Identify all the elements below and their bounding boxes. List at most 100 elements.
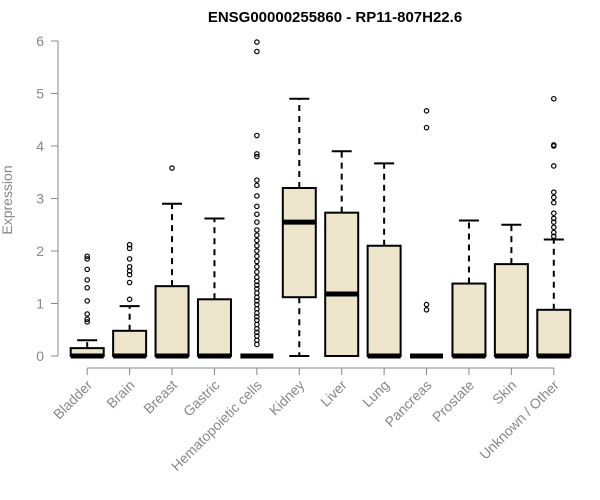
outlier-point: [126, 296, 133, 303]
iqr-box: [281, 187, 317, 299]
outlier-point: [84, 319, 91, 325]
outlier-point: [550, 210, 557, 217]
x-tick-label: Prostate: [429, 377, 477, 425]
outlier-point: [84, 311, 91, 317]
outlier-point: [254, 253, 260, 260]
outlier-point: [254, 153, 260, 160]
x-tick-label: Skin: [489, 377, 520, 408]
outlier-point: [84, 256, 91, 262]
iqr-box: [451, 282, 487, 357]
outlier-point: [550, 194, 557, 201]
outlier-point: [126, 268, 133, 274]
box-unknown-other: [536, 95, 572, 359]
outlier-point: [254, 132, 260, 139]
iqr-box: [536, 308, 572, 357]
outlier-point: [254, 48, 260, 55]
box-series: [69, 39, 572, 359]
outlier-point: [254, 294, 260, 301]
x-tick-label: Unknown / Other: [476, 377, 562, 463]
x-tick-label: Liver: [317, 377, 350, 410]
box-liver: [324, 150, 360, 357]
outlier-point: [84, 316, 91, 323]
box-lung: [366, 162, 402, 359]
x-tick-label: Lung: [359, 377, 392, 410]
box-hematopoietic-cells: [240, 39, 274, 359]
outlier-point: [254, 151, 260, 157]
outlier-point: [254, 177, 260, 183]
outlier-point: [254, 242, 260, 249]
box-gastric: [196, 217, 232, 359]
x-tick-label: Brain: [103, 377, 137, 411]
box-breast: [154, 165, 190, 359]
iqr-box: [366, 244, 402, 357]
outlier-point: [254, 263, 260, 270]
outlier-point: [254, 203, 260, 210]
outlier-point: [550, 219, 557, 225]
outlier-point: [84, 277, 91, 283]
x-tick-label: Pancreas: [382, 377, 435, 430]
outlier-point: [254, 258, 260, 265]
y-tick-label: 2: [36, 243, 44, 259]
outlier-point: [254, 298, 260, 304]
outlier-point: [423, 301, 430, 308]
outlier-point: [550, 224, 557, 231]
outlier-point: [84, 284, 91, 291]
box-kidney: [281, 97, 317, 357]
outlier-point: [254, 182, 260, 189]
outlier-point: [254, 269, 260, 275]
chart-title: ENSG00000255860 - RP11-807H22.6: [208, 9, 462, 26]
outlier-point: [254, 193, 260, 199]
outlier-point: [423, 306, 430, 313]
outlier-point: [169, 165, 175, 171]
outlier-point: [423, 124, 430, 131]
outlier-point: [84, 253, 91, 260]
outlier-point: [254, 248, 260, 254]
outlier-point: [254, 211, 260, 218]
outlier-point: [254, 341, 260, 348]
outlier-point: [254, 237, 260, 244]
outlier-point: [84, 266, 91, 273]
iqr-box: [196, 298, 232, 357]
outlier-point: [126, 241, 133, 248]
y-axis: 0 1 2 3 4 5 6: [36, 33, 59, 364]
y-tick-label: 5: [36, 86, 44, 102]
outlier-point: [254, 325, 260, 332]
iqr-box: [324, 211, 360, 357]
x-tick-label: Bladder: [50, 377, 96, 423]
outlier-point: [550, 95, 557, 102]
outlier-point: [254, 282, 260, 288]
x-tick-label: Breast: [140, 377, 180, 417]
outlier-point: [550, 189, 557, 196]
outlier-point: [550, 229, 557, 236]
y-axis-label: Expression: [0, 165, 15, 234]
outlier-point: [254, 39, 260, 45]
box-pancreas: [410, 108, 444, 359]
box-skin: [493, 223, 529, 359]
y-tick-label: 0: [36, 348, 44, 364]
outlier-point: [550, 199, 557, 206]
iqr-box: [493, 263, 529, 357]
y-tick-label: 3: [36, 191, 44, 207]
y-tick-label: 6: [36, 33, 44, 49]
outlier-point: [254, 329, 260, 336]
outlier-point: [550, 143, 557, 149]
outlier-point: [254, 232, 260, 239]
outlier-point: [550, 163, 557, 169]
outlier-point: [423, 108, 430, 114]
outlier-point: [254, 227, 260, 233]
iqr-box: [112, 329, 148, 357]
outlier-point: [126, 245, 133, 252]
outlier-point: [254, 219, 260, 225]
iqr-box: [154, 285, 190, 357]
outlier-point: [126, 279, 133, 286]
outlier-point: [550, 215, 557, 222]
outlier-point: [254, 313, 260, 320]
x-tick-label: Kidney: [266, 377, 308, 419]
box-prostate: [451, 219, 487, 359]
box-brain: [112, 241, 148, 359]
outlier-point: [550, 233, 557, 240]
y-tick-label: 1: [36, 296, 44, 312]
